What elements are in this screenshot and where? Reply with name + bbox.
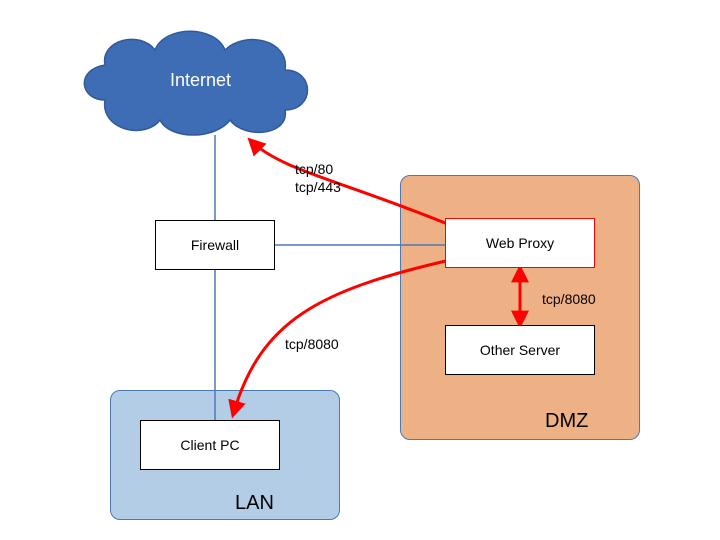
clientpc-node: Client PC xyxy=(140,420,280,470)
firewall-label: Firewall xyxy=(191,237,239,253)
webproxy-label: Web Proxy xyxy=(486,235,554,251)
lan-label: LAN xyxy=(235,492,274,515)
edge-label-top: tcp/80 tcp/443 xyxy=(295,160,341,196)
firewall-node: Firewall xyxy=(155,220,275,270)
edge-label-right: tcp/8080 xyxy=(542,290,596,308)
dmz-zone xyxy=(400,175,640,440)
clientpc-label: Client PC xyxy=(180,437,239,453)
dmz-label: DMZ xyxy=(545,410,588,433)
otherserver-node: Other Server xyxy=(445,325,595,375)
webproxy-node: Web Proxy xyxy=(445,218,595,268)
internet-label: Internet xyxy=(170,70,231,91)
otherserver-label: Other Server xyxy=(480,342,560,358)
edge-label-mid: tcp/8080 xyxy=(285,335,339,353)
